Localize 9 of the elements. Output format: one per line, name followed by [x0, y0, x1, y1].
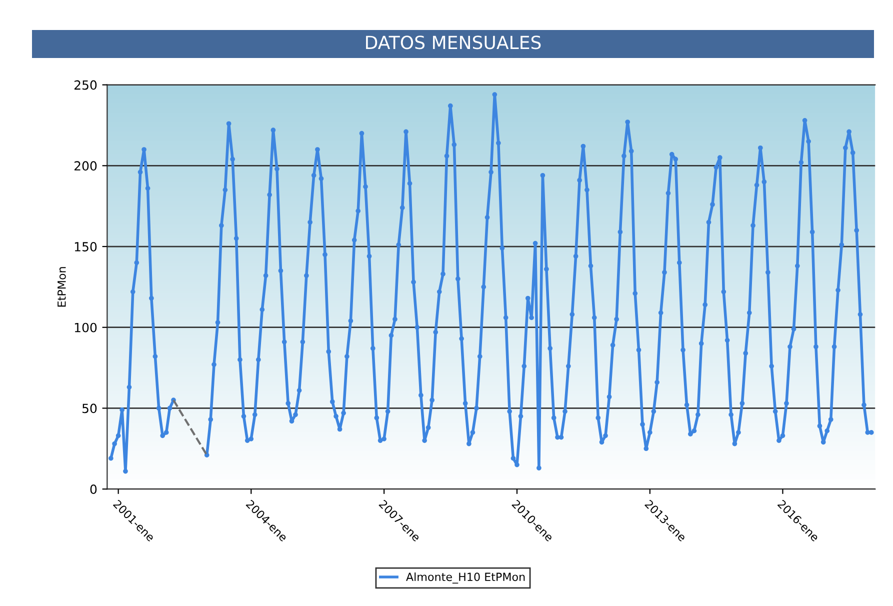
y-tick-label: 150 [74, 242, 97, 252]
y-tick-label: 0 [90, 484, 97, 494]
y-tick-label: 50 [82, 404, 97, 414]
y-axis-title: EtPMon [58, 267, 66, 307]
legend-label: Almonte_H10 EtPMon [406, 572, 525, 584]
y-tick-label: 100 [74, 322, 97, 332]
y-tick-label: 250 [74, 80, 97, 90]
y-tick-label: 200 [74, 161, 97, 171]
chart-title: DATOS MENSUALES [366, 36, 541, 50]
